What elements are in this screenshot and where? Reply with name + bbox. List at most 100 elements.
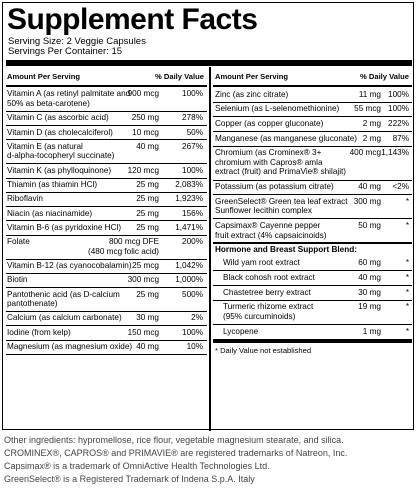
nutrient-name: Vitamin D (as cholecalciferol) xyxy=(7,128,113,138)
daily-value-footnote: * Daily Value not established xyxy=(215,345,312,355)
nutrient-amount: 60 mg xyxy=(358,258,381,268)
row-rule xyxy=(213,270,412,272)
nutrient-daily-value: * xyxy=(405,258,409,268)
panel-title: Supplement Facts xyxy=(7,3,258,36)
nutrient-name: Potassium (as potassium citrate) xyxy=(215,182,334,192)
nutrient-name: Selenium (as L-selenomethionine) xyxy=(215,104,339,114)
left-dv-header: % Daily Value xyxy=(155,72,204,81)
nutrient-row: Wild yam root extract 60 mg * xyxy=(215,258,411,268)
other-ingredients-block: Other ingredients: hypromellose, rice fl… xyxy=(4,434,414,486)
row-rule xyxy=(213,194,412,196)
nutrient-name-line: Biotin xyxy=(7,275,28,285)
nutrient-amount: 400 mcg xyxy=(349,148,381,158)
nutrient-row: GreenSelect® Green tea leaf extract Sunfl… xyxy=(215,197,411,216)
row-rule xyxy=(213,299,412,301)
trademark-line: CROMINEX®, CAPROS® and PRIMAVIE® are reg… xyxy=(4,448,348,458)
right-dv-header: % Daily Value xyxy=(360,72,409,81)
nutrient-name-line: Folate xyxy=(7,237,30,247)
nutrient-name: Vitamin K (as phylloquinone) xyxy=(7,166,111,176)
nutrient-daily-value: 1,471% xyxy=(175,222,203,232)
row-rule xyxy=(6,287,207,289)
nutrient-row: Vitamin D (as cholecalciferol) 10 mcg 50% xyxy=(7,128,205,138)
nutrient-row: Black cohosh root extract 40 mg * xyxy=(215,273,411,283)
left-header-rule xyxy=(6,85,207,87)
nutrient-daily-value: 278% xyxy=(182,113,203,123)
nutrient-name-line: Capsimax® Cayenne pepper xyxy=(215,221,321,230)
row-rule xyxy=(6,177,207,179)
row-rule xyxy=(6,220,207,222)
row-rule xyxy=(6,310,207,312)
nutrient-name-line: Iodine (from kelp) xyxy=(7,327,71,337)
nutrient-amount: 800 mcg DFE xyxy=(108,237,159,247)
nutrient-amount: 30 mg xyxy=(136,313,159,323)
nutrient-daily-value: * xyxy=(405,302,409,312)
row-rule xyxy=(6,191,207,193)
nutrient-row: Pantothenic acid (as D-calcium pantothena… xyxy=(7,290,205,309)
trademark-line: Capsimax® is a trademark of OmniActive H… xyxy=(4,461,270,471)
row-rule xyxy=(6,234,207,236)
nutrient-amount: 25 mg xyxy=(136,289,159,299)
nutrient-name: Vitamin B-6 (as pyridoxine HCl) xyxy=(7,223,121,233)
nutrient-row: Thiamin (as thiamin HCl) 25 mg 2,083% xyxy=(7,180,205,190)
row-rule xyxy=(213,131,412,133)
nutrient-amount: 40 mg xyxy=(358,182,381,192)
row-rule xyxy=(213,101,412,103)
nutrient-name: Vitamin C (as ascorbic acid) xyxy=(7,113,109,123)
row-rule xyxy=(213,285,412,286)
top-thick-rule xyxy=(6,60,412,66)
nutrient-name: Folate xyxy=(7,237,30,247)
nutrient-row: Vitamin A (as retinyl palmitate and 50% a… xyxy=(7,89,205,108)
nutrient-name-line: Zinc (as zinc citrate) xyxy=(215,89,289,99)
nutrient-name-line: Lycopene xyxy=(223,326,259,336)
nutrient-amount: 120 mcg xyxy=(127,165,159,175)
row-rule xyxy=(6,272,207,274)
nutrient-row: Selenium (as L-selenomethionine) 55 mcg 10… xyxy=(215,104,411,114)
nutrient-amount-detail: (480 mcg folic acid) xyxy=(88,246,159,256)
nutrient-name: Riboflavin xyxy=(7,194,43,204)
supplement-facts-panel: Supplement Facts Serving Size: 2 Veggie … xyxy=(2,2,414,431)
nutrient-name: Black cohosh root extract xyxy=(215,273,315,283)
nutrient-name-line: Vitamin B-12 (as cyanocobalamin) xyxy=(7,260,132,270)
nutrient-row: Iodine (from kelp) 150 mcg 100% xyxy=(7,328,205,338)
row-rule xyxy=(6,125,207,127)
nutrient-name: Niacin (as niacinamide) xyxy=(7,209,92,219)
nutrient-amount: 11 mg xyxy=(358,89,381,99)
nutrient-daily-value: 100% xyxy=(182,89,203,99)
nutrient-name-line: Vitamin B-6 (as pyridoxine HCl) xyxy=(7,222,122,232)
nutrient-name-line: Wild yam root extract xyxy=(223,258,300,268)
nutrient-name: Pantothenic acid (as D-calcium pantothena… xyxy=(7,290,120,309)
nutrient-name-line: Manganese (as manganese gluconate) xyxy=(215,133,358,143)
nutrient-daily-value: 222% xyxy=(388,119,409,128)
nutrient-row: Folate 800 mcg DFE (480 mcg folic acid) 200… xyxy=(7,237,205,256)
nutrient-amount: 2 mg xyxy=(362,119,381,128)
row-rule xyxy=(6,110,207,112)
nutrient-daily-value: 156% xyxy=(182,208,203,218)
nutrient-name-line: Chromium (as Crominex® 3+ xyxy=(215,148,322,158)
nutrient-daily-value: 200% xyxy=(182,237,203,247)
nutrient-amount: 900 mcg xyxy=(127,89,159,99)
left-amount-header: Amount Per Serving xyxy=(7,72,80,81)
nutrient-daily-value: 50% xyxy=(186,127,203,137)
nutrient-name-line: 50% as beta-carotene) xyxy=(7,98,90,108)
nutrient-amount: 30 mg xyxy=(358,287,381,297)
nutrient-amount: 10 mcg xyxy=(132,127,159,137)
nutrient-row: Vitamin B-12 (as cyanocobalamin) 25 mcg 1,… xyxy=(7,261,205,271)
row-rule xyxy=(6,325,207,327)
nutrient-name-line: Selenium (as L-selenomethionine) xyxy=(215,104,340,114)
nutrient-daily-value: 267% xyxy=(182,141,203,151)
nutrient-amount: 300 mcg xyxy=(127,275,159,285)
nutrient-row: Vitamin B-6 (as pyridoxine HCl) 25 mg 1,47… xyxy=(7,223,205,233)
nutrient-name-line: d-alpha-tocopheryl succinate) xyxy=(7,151,115,161)
nutrient-name: Vitamin A (as retinyl palmitate and 50% a… xyxy=(7,89,130,108)
nutrient-name: Vitamin E (as natural d-alpha-tocopheryl … xyxy=(7,142,114,161)
right-amount-header: Amount Per Serving xyxy=(215,72,288,81)
nutrient-name-line: Turmeric rhizome extract xyxy=(223,302,314,312)
nutrient-row: Calcium (as calcium carbonate) 30 mg 2% xyxy=(7,313,205,323)
nutrient-row: Biotin 300 mcg 1,000% xyxy=(7,275,205,285)
nutrient-daily-value: 87% xyxy=(392,133,409,143)
nutrient-daily-value: * xyxy=(405,272,409,282)
nutrient-name-line: Pantothenic acid (as D-calcium xyxy=(7,289,120,299)
nutrient-daily-value: * xyxy=(405,287,409,297)
nutrient-name: Zinc (as zinc citrate) xyxy=(215,90,288,100)
nutrient-name-line: Vitamin K (as phylloquinone) xyxy=(7,165,112,175)
